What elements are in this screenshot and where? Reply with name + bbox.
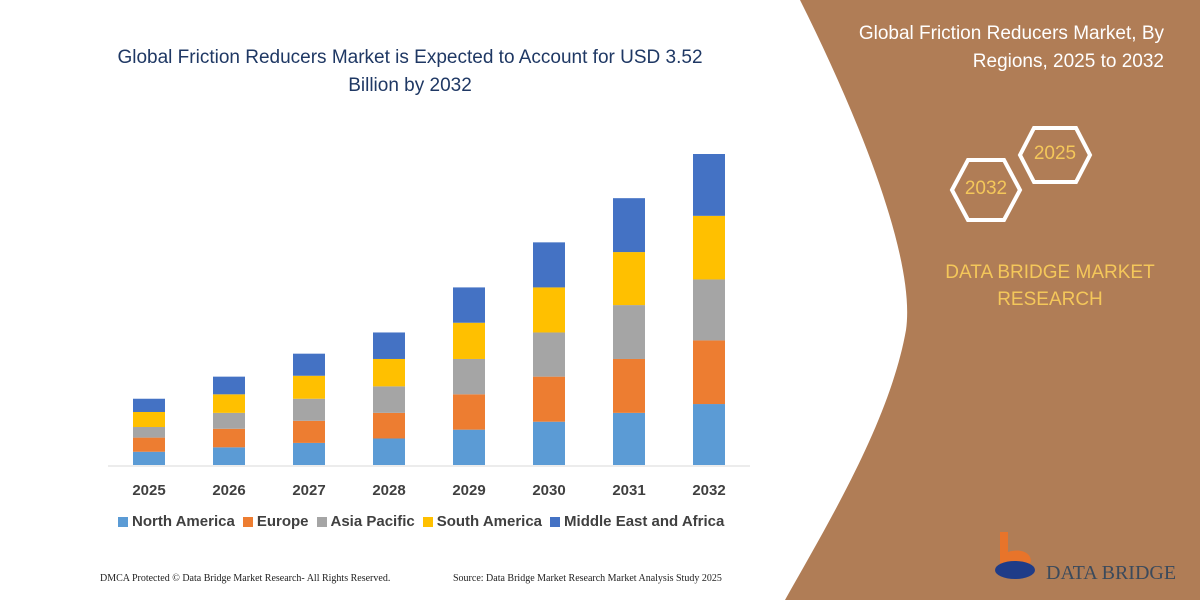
x-tick-label: 2026 (212, 482, 245, 499)
footer-copyright: DMCA Protected © Data Bridge Market Rese… (100, 573, 391, 584)
legend-swatch (118, 516, 128, 527)
bar-2032-europe (693, 340, 725, 405)
x-tick-label: 2031 (612, 482, 645, 499)
bar-2028-south-america (373, 358, 405, 387)
legend-label: South America (436, 513, 543, 530)
bar-2032-middle-east-and-africa (693, 154, 725, 216)
legend-item: Europe (242, 513, 309, 530)
legend-label: Europe (256, 513, 309, 530)
bar-2027-north-america (293, 442, 325, 465)
side-panel-title: Global Friction Reducers Market, By Regi… (858, 23, 1164, 72)
footer-source: Source: Data Bridge Market Research Mark… (453, 573, 722, 584)
x-tick-label: 2028 (372, 482, 405, 499)
brand-text: DATA BRIDGE MARKET RESEARCH (945, 262, 1155, 310)
bar-2025-europe (133, 437, 165, 452)
bar-2028-europe (373, 412, 405, 439)
bar-2032-north-america (693, 404, 725, 465)
legend-item: Asia Pacific (316, 513, 415, 530)
bar-2025-asia-pacific (133, 427, 165, 438)
bar-2031-north-america (613, 412, 645, 465)
bar-2025-middle-east-and-africa (133, 398, 165, 412)
bar-2027-middle-east-and-africa (293, 353, 325, 376)
bar-2031-south-america (613, 252, 645, 306)
bar-2027-south-america (293, 375, 325, 399)
legend-label: Middle East and Africa (564, 513, 725, 530)
legend-item: Middle East and Africa (550, 513, 724, 530)
bar-2028-asia-pacific (373, 386, 405, 413)
bar-2026-south-america (213, 394, 245, 413)
hex-label-end: 2032 (964, 178, 1008, 199)
legend-swatch (550, 516, 561, 527)
bars (133, 154, 725, 465)
bar-2030-middle-east-and-africa (533, 242, 565, 288)
legend-swatch (316, 516, 327, 527)
bar-2028-north-america (373, 438, 405, 465)
logo-text: DATA BRIDGE (1046, 562, 1177, 584)
bar-2031-europe (613, 358, 645, 413)
legend-swatch (242, 516, 253, 527)
bar-2032-south-america (693, 215, 725, 280)
bar-2032-asia-pacific (693, 279, 725, 341)
bar-2029-asia-pacific (453, 358, 485, 395)
x-tick-label: 2030 (532, 482, 565, 499)
bar-2025-south-america (133, 411, 165, 428)
bar-2030-europe (533, 376, 565, 422)
bar-2026-asia-pacific (213, 412, 245, 429)
bar-2029-europe (453, 394, 485, 430)
bar-2030-north-america (533, 421, 565, 465)
x-tick-label: 2032 (692, 482, 725, 499)
bar-2030-asia-pacific (533, 332, 565, 377)
logo-mark (995, 532, 1035, 579)
legend-label: North America (132, 513, 235, 530)
bar-2030-south-america (533, 287, 565, 333)
hexagon-2032 (949, 158, 1023, 222)
bar-2027-asia-pacific (293, 398, 325, 421)
bar-2026-europe (213, 428, 245, 448)
x-tick-label: 2029 (452, 482, 485, 499)
bar-2027-europe (293, 420, 325, 443)
legend-item: South America (422, 513, 543, 530)
chart-title: Global Friction Reducers Market is Expec… (117, 47, 703, 96)
bar-2026-north-america (213, 447, 245, 465)
hex-label-start: 2025 (1033, 143, 1077, 164)
legend-item: North America (118, 513, 235, 530)
bar-2028-middle-east-and-africa (373, 332, 405, 359)
bar-2029-north-america (453, 429, 485, 465)
bar-2029-middle-east-and-africa (453, 287, 485, 323)
legend: North America Europe Asia Pacific South Ame… (118, 513, 724, 530)
bar-2031-middle-east-and-africa (613, 198, 645, 253)
bar-2029-south-america (453, 322, 485, 359)
x-tick-label: 2025 (132, 482, 165, 499)
legend-swatch (422, 516, 433, 527)
legend-label: Asia Pacific (330, 513, 415, 530)
bar-2025-north-america (133, 451, 165, 465)
side-panel (785, 0, 1200, 600)
bar-2031-asia-pacific (613, 305, 645, 359)
bar-2026-middle-east-and-africa (213, 376, 245, 395)
x-tick-labels: 2025 2026 2027 2028 2029 2030 2031 2032 (132, 482, 725, 499)
hexagon-2025 (1017, 126, 1093, 184)
x-tick-label: 2027 (292, 482, 325, 499)
